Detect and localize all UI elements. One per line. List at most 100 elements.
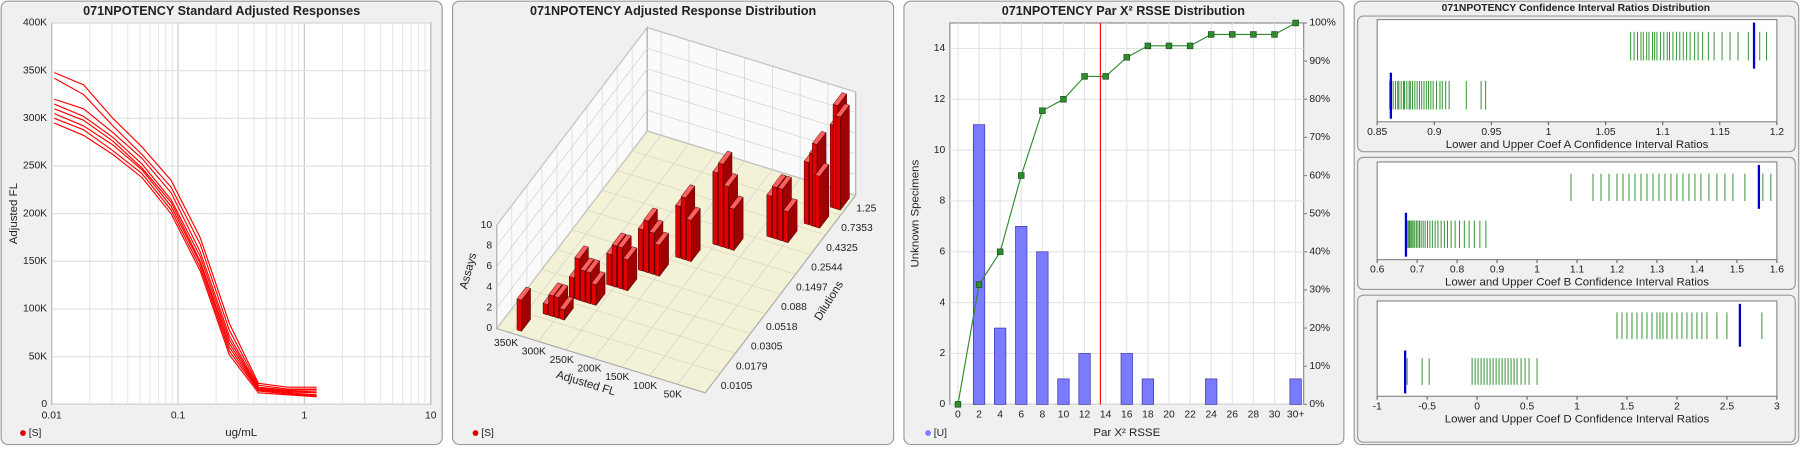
cumulative-point [996,248,1004,256]
x-tick-label: 28 [1248,409,1260,420]
bar [783,198,798,244]
cumulative-point [1229,31,1236,38]
y-tick-label: 350K [23,65,47,76]
x-tick-label: 2 [976,409,982,420]
bar-top [617,234,632,249]
bar-front [585,271,591,305]
bar-top [835,103,850,118]
y-tick-label: 200K [23,208,47,219]
bar [1141,378,1154,405]
y-tick-label: 14 [934,43,946,54]
x-tick-label: -1 [1373,401,1382,412]
y-tick-label: 1.25 [856,203,876,214]
y2-tick-label: 100% [1309,18,1335,29]
y-tick-label: 0.4325 [826,243,858,254]
x-tick-label: 26 [1227,409,1239,420]
bar-front [772,185,778,240]
cumulative-point [975,281,983,288]
bar [1036,251,1049,405]
bar [1078,353,1091,405]
bar [1289,378,1302,405]
bar-front [559,307,565,321]
bar [654,231,669,277]
x-tick-label: 1.2 [1770,127,1785,138]
legend-marker [472,430,479,436]
legend-marker [925,430,931,436]
cumulative-point [1123,54,1130,61]
bar-front [835,115,841,211]
y-tick-label: 150K [23,256,47,267]
data-line [54,113,317,396]
grid-line [496,68,856,267]
y2-tick-label: 90% [1309,56,1330,67]
bar-front [712,171,718,246]
cumulative-point [1186,42,1194,50]
x-axis-label: ug/mL [225,427,257,439]
x-tick-label: 0.85 [1367,127,1387,138]
x-tick-label: 150K [605,372,629,383]
x-tick-label: 0 [1474,401,1480,412]
bar-front [542,302,548,316]
bar [1015,226,1028,405]
x-tick-label: 1.2 [1610,265,1625,276]
x-tick-label: 10 [425,411,437,422]
data-line [54,108,317,394]
legend-label: [U] [934,428,947,439]
data-line [54,72,317,388]
bar-top [611,232,627,247]
grid-line [496,27,856,226]
bar-front [649,231,655,275]
x-axis-label: Par X² RSSE [1093,427,1160,439]
bar-top [559,296,574,311]
y-axis-label: Adjusted FL [8,183,20,244]
bar-top [723,173,739,188]
bar-front [548,294,554,318]
data-line [54,103,317,393]
y-tick-label: 400K [23,18,47,29]
bar-front [675,204,681,259]
x-tick-label: 2 [1674,401,1680,412]
x-tick-label: 1.1 [1570,265,1585,276]
x-tick-label: 1.6 [1770,265,1785,276]
y2-tick-label: 30% [1309,285,1330,296]
bar-front [803,160,809,225]
x-tick-label: 6 [1018,409,1024,420]
x-tick-label: 12 [1079,409,1091,420]
z-tick-label: 8 [486,241,492,252]
y2-tick-label: 40% [1309,247,1330,258]
bar-top [574,245,589,260]
data-line [54,77,317,390]
bar [591,271,606,307]
x-axis-label: Lower and Upper Coef B Confidence Interv… [1445,277,1709,289]
x-tick-label: 1.15 [1710,127,1730,138]
x-tick-label: 1.5 [1730,265,1745,276]
x-tick-label: 0.8 [1450,265,1465,276]
x-tick-label: 250K [550,355,574,366]
x-tick-label: 0.9 [1490,265,1505,276]
x-axis-label: Lower and Upper Coef D Confidence Interv… [1445,413,1710,425]
bar-front [638,228,644,272]
x-tick-label: 16 [1121,409,1133,420]
y-tick-label: 0 [41,399,47,410]
z-tick-label: 6 [486,261,492,272]
bar [622,246,638,292]
bar-front [777,187,783,242]
x-tick-label: 20 [1163,409,1175,420]
x-tick-label: 1.3 [1650,265,1665,276]
bar [814,162,830,229]
x-tick-label: 1 [1534,265,1540,276]
bar [516,286,531,332]
bar [686,206,701,263]
cumulative-point [1081,73,1088,80]
bar-front [680,196,686,261]
bar-top [814,162,830,177]
bar-top [585,259,600,274]
legend-marker [20,430,26,436]
cumulative-point [1292,19,1299,27]
x-tick-label: 2.5 [1720,401,1735,412]
y-tick-label: 0.7353 [841,223,873,234]
bar-front [580,269,586,303]
cumulative-point [1271,31,1278,38]
legend-label: [S] [481,428,494,439]
